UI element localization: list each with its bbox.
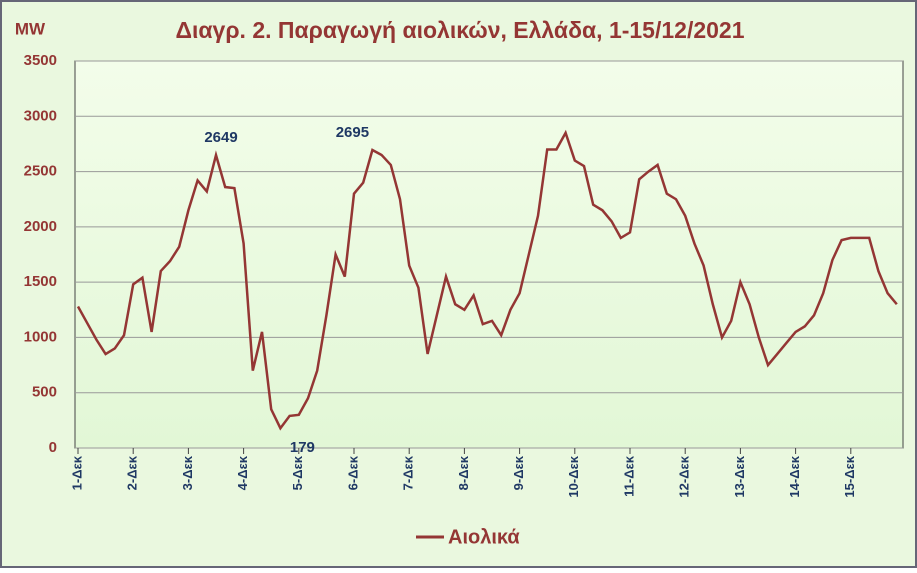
x-tick-label: 7-Δεκ xyxy=(401,455,416,490)
x-tick-label: 12-Δεκ xyxy=(677,455,692,497)
x-tick-label: 15-Δεκ xyxy=(842,455,857,497)
y-tick-label: 0 xyxy=(49,439,57,456)
x-tick-label: 2-Δεκ xyxy=(125,455,140,490)
plot-area xyxy=(74,60,904,449)
y-tick-label: 3000 xyxy=(24,107,57,124)
x-tick-label: 6-Δεκ xyxy=(345,455,360,490)
x-tick-label: 10-Δεκ xyxy=(566,455,581,497)
legend-label: Αιολικά xyxy=(448,526,520,548)
x-tick-label: 4-Δεκ xyxy=(235,455,250,490)
y-tick-label: 1500 xyxy=(24,273,57,290)
y-tick-label: 500 xyxy=(32,384,57,401)
chart-title: Διαγρ. 2. Παραγωγή αιολικών, Ελλάδα, 1-1… xyxy=(175,17,744,43)
y-tick-label: 2000 xyxy=(24,218,57,235)
x-tick-label: 11-Δεκ xyxy=(621,455,636,497)
annotation: 2695 xyxy=(336,124,369,141)
x-tick-label: 13-Δεκ xyxy=(732,455,747,497)
x-tick-label: 5-Δεκ xyxy=(290,455,305,490)
data-line xyxy=(76,129,898,431)
x-tick-label: 3-Δεκ xyxy=(180,455,195,490)
annotation: 2649 xyxy=(204,129,237,146)
annotation: 179 xyxy=(290,439,315,456)
x-tick-label: 8-Δεκ xyxy=(456,455,471,490)
y-tick-label: 3500 xyxy=(24,52,57,69)
x-tick-label: 9-Δεκ xyxy=(511,455,526,490)
y-axis-label: MW xyxy=(15,19,46,38)
y-tick-label: 2500 xyxy=(24,163,57,180)
x-tick-label: 1-Δεκ xyxy=(69,455,84,490)
x-tick-label: 14-Δεκ xyxy=(787,455,802,497)
y-tick-label: 1000 xyxy=(24,328,57,345)
